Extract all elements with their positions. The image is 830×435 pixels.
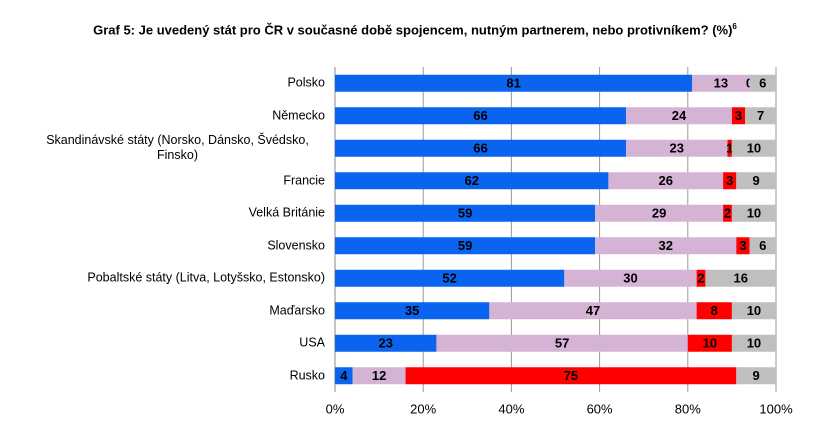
- data-label: 81: [506, 76, 520, 91]
- category-label: Rusko: [289, 368, 325, 383]
- data-label: 9: [753, 173, 760, 188]
- data-label: 3: [726, 173, 733, 188]
- bar-segment: [696, 269, 706, 287]
- bar-segment: [723, 204, 732, 222]
- bar-segment: [626, 139, 728, 157]
- data-label: 3: [735, 108, 742, 123]
- data-label: 23: [378, 336, 392, 351]
- chart-title-block: Graf 5: Je uvedený stát pro ČR v současn…: [0, 22, 830, 37]
- bar-segment: [335, 107, 627, 125]
- data-label: 52: [442, 271, 456, 286]
- category-label: Maďarsko: [269, 303, 325, 318]
- data-label: 24: [672, 108, 687, 123]
- bar-segment: [723, 172, 737, 190]
- bar-segment: [692, 74, 750, 92]
- data-label: 66: [473, 141, 487, 156]
- bar-segment: [731, 334, 776, 352]
- bar-segment: [736, 367, 776, 385]
- category-label: Slovensko: [267, 238, 325, 253]
- bar-segment: [749, 237, 776, 255]
- bar-segment: [489, 302, 697, 320]
- bar-segment: [731, 302, 776, 320]
- data-label: 16: [733, 271, 747, 286]
- bar-segment: [696, 302, 732, 320]
- x-tick-label: 40%: [498, 401, 524, 416]
- bar-segment: [736, 237, 750, 255]
- category-label: Skandinávské státy (Norsko, Dánsko, Švéd…: [46, 133, 309, 163]
- data-label: 59: [458, 206, 472, 221]
- category-label: Velká Británie: [248, 205, 325, 220]
- bar-segment: [335, 172, 609, 190]
- bar-segment: [436, 334, 688, 352]
- bar-segment: [335, 367, 353, 385]
- bar-segment: [595, 204, 724, 222]
- x-tick-label: 80%: [675, 401, 701, 416]
- category-label: Německo: [272, 108, 325, 123]
- data-label: 35: [405, 303, 419, 318]
- data-label: 66: [473, 108, 487, 123]
- data-label: 29: [652, 206, 666, 221]
- bar-segment: [731, 204, 776, 222]
- bar-segment: [335, 334, 437, 352]
- data-label: 3: [739, 238, 746, 253]
- data-label: 26: [659, 173, 673, 188]
- data-label: 13: [714, 76, 728, 91]
- bar-segment: [727, 139, 732, 157]
- data-label: 9: [753, 368, 760, 383]
- bar-segment: [736, 172, 776, 190]
- bar-segment: [731, 107, 746, 125]
- data-label: 30: [623, 271, 637, 286]
- category-label: Pobaltské státy (Litva, Lotyšsko, Estons…: [87, 270, 325, 285]
- bar-segment: [335, 74, 693, 92]
- data-label: 62: [464, 173, 478, 188]
- bar-segment: [608, 172, 724, 190]
- data-label: 57: [555, 336, 569, 351]
- data-label: 6: [759, 76, 766, 91]
- x-tick-label: 100%: [759, 401, 793, 416]
- bar-segment: [595, 237, 737, 255]
- bar-segment: [335, 302, 490, 320]
- bar-segment: [687, 334, 732, 352]
- bar-segment: [564, 269, 697, 287]
- category-label: USA: [299, 335, 325, 350]
- data-label: 75: [564, 368, 578, 383]
- x-tick-label: 20%: [410, 401, 436, 416]
- data-label: 4: [340, 368, 348, 383]
- data-label: 1: [726, 141, 733, 156]
- data-label: 10: [747, 206, 761, 221]
- data-label: 32: [659, 238, 673, 253]
- data-label: 8: [711, 303, 718, 318]
- bar-segment: [626, 107, 732, 125]
- data-label: 23: [670, 141, 684, 156]
- data-label: 2: [724, 206, 731, 221]
- data-label: 7: [757, 108, 764, 123]
- data-label: 47: [586, 303, 600, 318]
- data-label: 10: [703, 336, 717, 351]
- category-label: Francie: [283, 173, 325, 188]
- bar-segment: [731, 139, 776, 157]
- data-label: 6: [759, 238, 766, 253]
- data-label: 12: [372, 368, 386, 383]
- bar-segment: [335, 204, 596, 222]
- bar-segment: [705, 269, 776, 287]
- bar-segment: [335, 139, 627, 157]
- data-label: 10: [747, 336, 761, 351]
- bar-segment: [745, 107, 776, 125]
- bar-segment: [352, 367, 406, 385]
- x-tick-label: 60%: [587, 401, 613, 416]
- bar-segment: [335, 237, 596, 255]
- bar-segment: [405, 367, 737, 385]
- data-label: 59: [458, 238, 472, 253]
- x-tick-label: 0%: [326, 401, 345, 416]
- title-footnote: 6: [732, 22, 737, 31]
- data-label: 10: [747, 141, 761, 156]
- data-label: 2: [697, 271, 704, 286]
- category-label: Polsko: [287, 75, 325, 90]
- chart-title: Graf 5: Je uvedený stát pro ČR v současn…: [93, 22, 733, 38]
- bar-segment: [749, 74, 776, 92]
- bar-segment: [335, 269, 565, 287]
- data-label: 10: [747, 303, 761, 318]
